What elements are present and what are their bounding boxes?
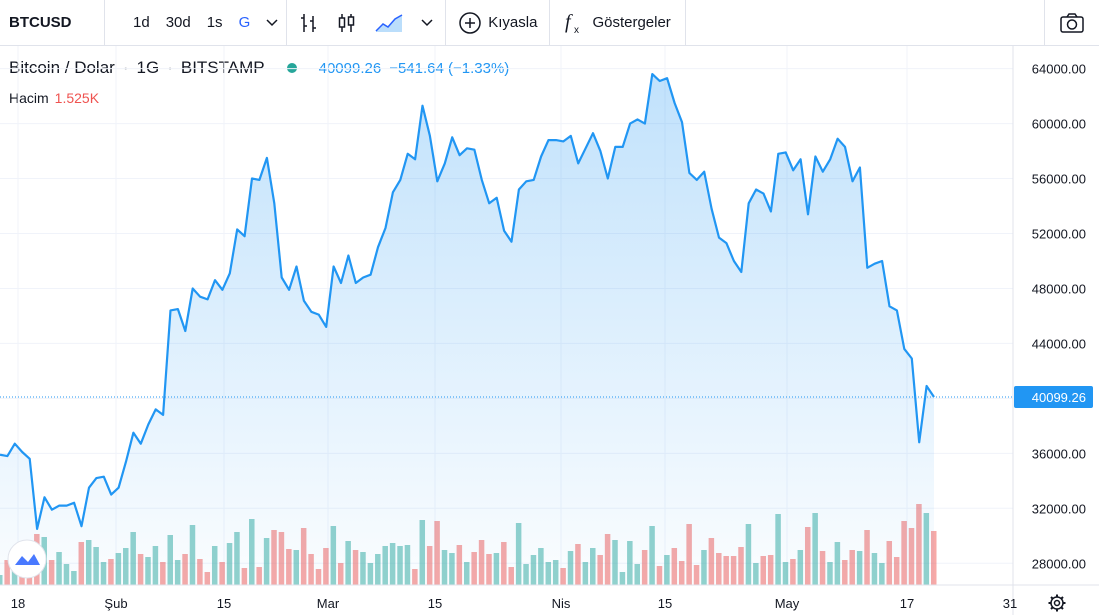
area-chart-icon[interactable] xyxy=(375,13,403,33)
svg-text:x: x xyxy=(574,25,579,35)
chevron-down-icon[interactable] xyxy=(266,18,278,27)
symbol-search[interactable]: BTCUSD xyxy=(0,0,105,46)
volume-label: Hacim xyxy=(9,90,49,106)
market-status-icon[interactable] xyxy=(286,63,297,73)
y-tick-label: 36000.00 xyxy=(1032,446,1086,461)
legend-title: Bitcoin / Dolar xyxy=(9,58,115,77)
snapshot-button[interactable] xyxy=(1044,0,1099,46)
volume-legend: Hacim 1.525K xyxy=(9,90,99,106)
y-tick-label: 48000.00 xyxy=(1032,281,1086,296)
y-tick-label: 56000.00 xyxy=(1032,172,1086,187)
bars-icon[interactable] xyxy=(299,12,319,34)
x-tick-label: 15 xyxy=(217,596,231,611)
x-tick-label: May xyxy=(775,596,800,611)
x-tick-label: 17 xyxy=(900,596,914,611)
camera-icon xyxy=(1059,12,1085,34)
y-tick-label: 52000.00 xyxy=(1032,226,1086,241)
plus-circle-icon xyxy=(458,11,482,35)
y-tick-label: 32000.00 xyxy=(1032,501,1086,516)
x-tick-label: 18 xyxy=(11,596,25,611)
legend-sep: · xyxy=(122,58,129,77)
symbol-label: BTCUSD xyxy=(9,14,72,31)
tradingview-logo-icon xyxy=(7,539,47,579)
legend-exchange: BITSTAMP xyxy=(180,58,265,77)
y-tick-label: 44000.00 xyxy=(1032,336,1086,351)
compare-label: Kıyasla xyxy=(488,14,538,31)
interval-1s[interactable]: 1s xyxy=(206,14,223,31)
svg-text:f: f xyxy=(565,11,573,33)
legend-sep: · xyxy=(167,58,173,77)
indicators-label: Göstergeler xyxy=(592,14,671,31)
last-price-badge xyxy=(1014,386,1093,409)
compare-button[interactable]: Kıyasla xyxy=(458,11,537,35)
compare-group: Kıyasla xyxy=(446,0,551,46)
volume-value: 1.525K xyxy=(54,90,100,106)
price-area xyxy=(0,74,934,585)
candles-icon[interactable] xyxy=(337,12,357,34)
settings-gear-icon[interactable] xyxy=(1048,594,1066,612)
chevron-down-icon[interactable] xyxy=(421,18,433,27)
x-tick-label: Şub xyxy=(104,596,127,611)
legend-change: −541.64 (−1.33%) xyxy=(389,59,510,77)
x-tick-label: 31 xyxy=(1003,596,1017,611)
x-tick-label: Nis xyxy=(552,596,571,611)
interval-g[interactable]: G xyxy=(238,14,251,31)
symbol-legend: Bitcoin / Dolar · 1G · BITSTAMP 40099.26… xyxy=(9,58,509,78)
chart-type-group xyxy=(287,0,447,46)
legend-interval: 1G xyxy=(136,58,160,77)
x-tick-label: 15 xyxy=(658,596,672,611)
x-tick-label: 15 xyxy=(428,596,442,611)
y-tick-label: 60000.00 xyxy=(1032,117,1086,132)
last-price-label: 40099.26 xyxy=(1032,390,1086,405)
interval-1d[interactable]: 1d xyxy=(133,14,150,31)
y-tick-label: 64000.00 xyxy=(1032,62,1086,77)
legend-price: 40099.26 xyxy=(318,59,382,77)
price-line xyxy=(0,73,935,530)
x-tick-label: Mar xyxy=(317,596,340,611)
y-tick-label: 28000.00 xyxy=(1032,556,1086,571)
interval-group: 1d 30d 1s G xyxy=(105,0,288,46)
interval-30d[interactable]: 30d xyxy=(165,14,191,31)
top-toolbar: BTCUSD 1d 30d 1s G Kıyasla xyxy=(0,0,1099,46)
price-chart[interactable]: 64000.00 60000.00 56000.00 52000.00 48000.00… xyxy=(0,46,1099,615)
